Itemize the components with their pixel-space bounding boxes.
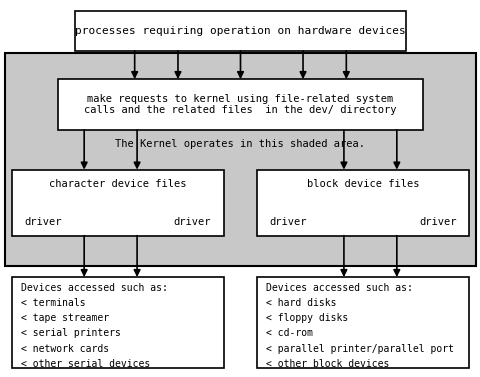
Text: character device files: character device files bbox=[49, 179, 186, 189]
Text: driver: driver bbox=[418, 218, 456, 227]
Text: driver: driver bbox=[24, 218, 62, 227]
Text: processes requiring operation on hardware devices: processes requiring operation on hardwar… bbox=[75, 26, 405, 36]
Text: The Kernel operates in this shaded area.: The Kernel operates in this shaded area. bbox=[115, 139, 365, 149]
Text: block device files: block device files bbox=[306, 179, 419, 189]
Text: driver: driver bbox=[269, 218, 307, 227]
FancyBboxPatch shape bbox=[74, 11, 406, 51]
FancyBboxPatch shape bbox=[12, 170, 223, 236]
FancyBboxPatch shape bbox=[12, 277, 223, 368]
FancyBboxPatch shape bbox=[257, 170, 468, 236]
Text: make requests to kernel using file-related system
calls and the related files  i: make requests to kernel using file-relat… bbox=[84, 94, 396, 115]
Text: Devices accessed such as:
< terminals
< tape streamer
< serial printers
< networ: Devices accessed such as: < terminals < … bbox=[21, 283, 167, 369]
Text: driver: driver bbox=[173, 218, 211, 227]
FancyBboxPatch shape bbox=[257, 277, 468, 368]
FancyBboxPatch shape bbox=[58, 79, 422, 130]
FancyBboxPatch shape bbox=[5, 53, 475, 266]
Text: Devices accessed such as:
< hard disks
< floppy disks
< cd-rom
< parallel printe: Devices accessed such as: < hard disks <… bbox=[265, 283, 453, 369]
